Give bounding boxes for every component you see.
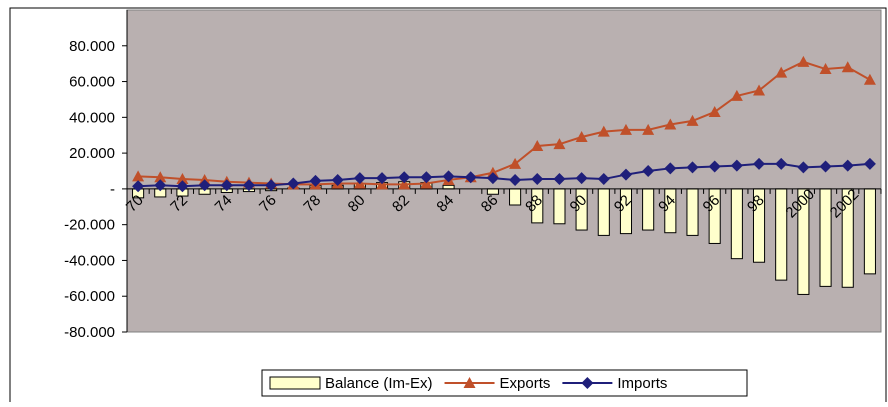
- marker: [176, 173, 189, 185]
- marker: [708, 160, 721, 173]
- marker: [531, 173, 544, 186]
- marker: [730, 89, 743, 101]
- marker: [132, 180, 145, 193]
- marker: [553, 173, 566, 186]
- marker: [664, 118, 677, 130]
- marker: [819, 160, 832, 173]
- bar: [642, 188, 655, 231]
- legend-box: [261, 369, 748, 397]
- marker: [841, 61, 854, 73]
- marker: [664, 162, 677, 175]
- line: [138, 60, 871, 186]
- marker: [265, 179, 278, 192]
- legend-marker: [581, 377, 594, 389]
- marker: [442, 170, 455, 183]
- y-tick-label: 80.000: [69, 38, 115, 55]
- marker: [464, 171, 477, 184]
- legend: Balance (Im-Ex) Exports Imports: [261, 369, 748, 397]
- marker: [154, 171, 167, 183]
- marker: [797, 161, 810, 174]
- line: [138, 162, 870, 188]
- marker: [597, 125, 610, 137]
- marker: [132, 170, 145, 182]
- marker: [775, 66, 788, 78]
- bar: [597, 188, 610, 236]
- marker: [353, 172, 366, 185]
- marker: [797, 55, 810, 67]
- legend-marker: [463, 377, 476, 388]
- marker: [619, 168, 632, 181]
- y-tick-label: -: [110, 181, 115, 198]
- marker: [376, 172, 389, 185]
- bar: [730, 188, 743, 260]
- marker: [863, 73, 876, 85]
- marker: [841, 159, 854, 172]
- marker: [287, 177, 300, 190]
- marker: [176, 180, 189, 193]
- marker: [753, 84, 766, 96]
- marker: [619, 123, 632, 135]
- marker: [220, 179, 233, 192]
- marker: [509, 157, 522, 169]
- marker: [863, 157, 876, 170]
- marker: [575, 172, 588, 185]
- marker: [420, 171, 433, 184]
- y-tick-label: -20.000: [64, 217, 115, 234]
- marker: [398, 178, 411, 190]
- marker: [753, 157, 766, 170]
- marker: [686, 114, 699, 126]
- marker: [154, 179, 167, 192]
- bar: [442, 184, 455, 190]
- marker: [730, 159, 743, 172]
- marker: [509, 173, 522, 186]
- legend-label: Imports: [617, 375, 667, 392]
- marker: [642, 165, 655, 177]
- marker: [331, 173, 344, 186]
- bar: [553, 188, 566, 225]
- marker: [198, 179, 211, 192]
- bar: [775, 188, 788, 281]
- y-tick-label: -60.000: [64, 288, 115, 305]
- marker: [553, 138, 566, 150]
- bar: [509, 188, 522, 206]
- marker: [486, 172, 499, 185]
- legend-label: Balance (Im-Ex): [325, 375, 433, 392]
- marker: [686, 161, 699, 174]
- marker: [242, 179, 255, 192]
- marker: [708, 105, 721, 117]
- bar: [863, 188, 876, 275]
- legend-swatch: [269, 376, 321, 390]
- marker: [597, 173, 610, 186]
- legend-label: Exports: [500, 375, 551, 392]
- marker: [775, 157, 788, 170]
- y-tick-label: 20.000: [69, 145, 115, 162]
- marker: [642, 123, 655, 135]
- y-tick-label: -80.000: [64, 324, 115, 341]
- marker: [575, 131, 588, 143]
- bar: [686, 188, 699, 236]
- marker: [398, 171, 411, 184]
- y-tick-label: 60.000: [69, 74, 115, 91]
- plot-area: [126, 9, 882, 333]
- y-tick-label: 40.000: [69, 109, 115, 126]
- marker: [819, 63, 832, 75]
- y-tick-label: -40.000: [64, 252, 115, 269]
- marker: [309, 174, 322, 187]
- marker: [531, 139, 544, 151]
- bar: [819, 188, 832, 287]
